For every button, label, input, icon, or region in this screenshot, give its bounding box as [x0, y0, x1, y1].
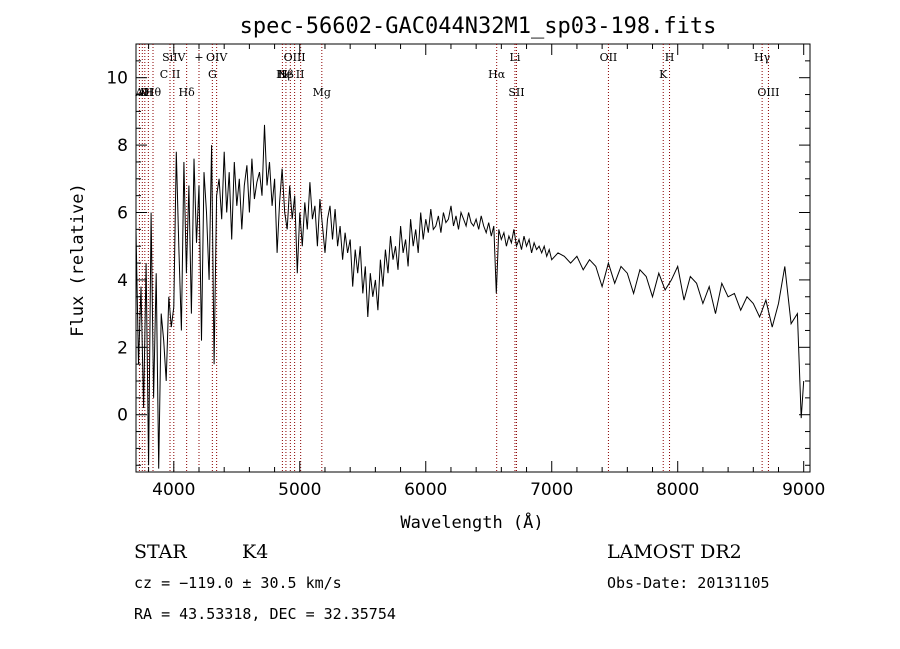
- redshift-velocity: cz = −119.0 ± 30.5 km/s: [134, 574, 342, 592]
- spectral-line-label: Hα: [488, 68, 506, 81]
- y-tick-label: 2: [117, 338, 128, 358]
- spectral-line-label: He II: [276, 68, 304, 81]
- observation-date: Obs-Date: 20131105: [607, 574, 770, 592]
- spectral-line-label: OII: [600, 51, 618, 64]
- spectral-line-label: C II: [160, 68, 181, 81]
- spectral-line-label: SII: [508, 86, 524, 99]
- y-tick-label: 8: [117, 136, 128, 156]
- chart-title: spec-56602-GAC044N32M1_sp03-198.fits: [240, 14, 717, 39]
- x-axis-label: Wavelength (Å): [400, 511, 543, 533]
- spectral-line-label: D: [140, 86, 149, 99]
- x-tick-label: 4000: [152, 480, 195, 500]
- x-tick-label: 5000: [278, 480, 321, 500]
- spectral-line-label: OIII: [757, 86, 779, 99]
- x-tick-label: 9000: [782, 480, 825, 500]
- x-tick-label: 6000: [404, 480, 447, 500]
- spectral-line-label: Hδ: [179, 86, 196, 99]
- spectral-line-label: A: [134, 86, 144, 99]
- flux-line: [135, 124, 805, 469]
- spectral-line-label: +: [194, 51, 203, 64]
- spectral-line-label: Mg: [313, 86, 331, 99]
- plot-frame: [135, 43, 811, 473]
- spectral-line-label: H: [665, 51, 675, 64]
- spectral-line-label: OIV: [206, 51, 228, 64]
- spectral-subclass: K4: [242, 541, 268, 563]
- spectral-line-label: Hγ: [754, 51, 771, 64]
- spectral-line-label: SiIV: [162, 51, 186, 64]
- survey-name: LAMOST DR2: [607, 541, 742, 563]
- plot-area: [135, 43, 811, 473]
- spectral-line-label: K: [659, 68, 668, 81]
- y-tick-label: 6: [117, 204, 128, 224]
- y-tick-label: 0: [117, 406, 128, 426]
- coordinates: RA = 43.53318, DEC = 32.35754: [134, 605, 396, 623]
- flux-series: [135, 124, 805, 469]
- spectral-line-label: A: [137, 86, 147, 99]
- spectral-line-label: OIII: [284, 51, 306, 64]
- axis-ticks: 4000 5000 6000 7000 8000 9000 0 2 4 6 8 10: [106, 44, 825, 500]
- x-tick-label: 7000: [530, 480, 573, 500]
- spectral-line-label: Hθ: [145, 86, 162, 99]
- spectral-line-label: H: [144, 86, 154, 99]
- object-type: STAR: [134, 541, 187, 563]
- spectral-line-label: Li: [510, 51, 521, 64]
- spectral-line-label: G: [208, 68, 217, 81]
- y-axis-label: Flux (relative): [68, 183, 88, 337]
- x-tick-label: 8000: [656, 480, 699, 500]
- y-tick-label: 4: [117, 271, 128, 291]
- spectral-line-label: N: [278, 68, 288, 81]
- y-tick-label: 10: [106, 69, 128, 89]
